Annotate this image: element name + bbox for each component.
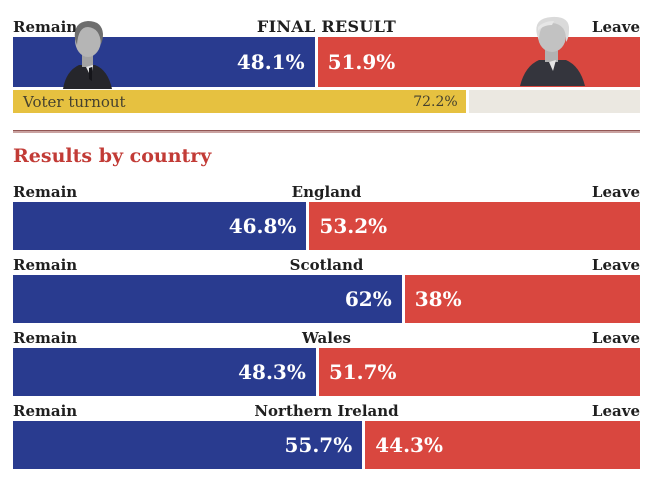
final-result-remain-segment: 48.1%: [13, 37, 315, 87]
final-result-leave-value: 51.9%: [327, 50, 396, 74]
section-divider: [13, 130, 640, 133]
final-result-header: Remain FINAL RESULT Leave: [13, 17, 640, 37]
voter-turnout-fill: Voter turnout 72.2%: [13, 90, 466, 113]
remain-value: 62%: [344, 287, 392, 311]
final-result-title: FINAL RESULT: [256, 17, 397, 36]
remain-value: 55.7%: [284, 433, 353, 457]
final-result-remain-value: 48.1%: [236, 50, 305, 74]
country-header: Remain Scotland Leave: [13, 257, 640, 274]
leave-segment: 38%: [404, 275, 640, 323]
country-row-wales: Remain Wales Leave 48.3% 51.7%: [13, 330, 640, 396]
results-by-country-heading: Results by country: [13, 145, 212, 167]
country-row-scotland: Remain Scotland Leave 62% 38%: [13, 257, 640, 323]
leave-value: 51.7%: [328, 360, 397, 384]
leave-segment: 44.3%: [365, 421, 640, 469]
remain-label: Remain: [13, 183, 78, 201]
leave-segment: 53.2%: [309, 202, 640, 250]
remain-segment: 48.3%: [13, 348, 316, 396]
remain-label: Remain: [13, 329, 78, 347]
remain-segment: 46.8%: [13, 202, 307, 250]
country-bar: 46.8% 53.2%: [13, 202, 640, 250]
voter-turnout-bar: Voter turnout 72.2%: [13, 90, 640, 113]
remain-label: Remain: [13, 18, 78, 36]
remain-label: Remain: [13, 402, 78, 420]
country-header: Remain Wales Leave: [13, 330, 640, 347]
leave-label: Leave: [591, 183, 640, 201]
country-bar: 48.3% 51.7%: [13, 348, 640, 396]
country-name: England: [291, 183, 362, 201]
voter-turnout-remainder: [468, 90, 640, 113]
country-name: Wales: [302, 329, 351, 347]
remain-value: 46.8%: [228, 214, 297, 238]
leave-label: Leave: [591, 402, 640, 420]
country-row-england: Remain England Leave 46.8% 53.2%: [13, 184, 640, 250]
final-result-bar: 48.1% 51.9%: [13, 37, 640, 87]
country-row-northern-ireland: Remain Northern Ireland Leave 55.7% 44.3…: [13, 403, 640, 469]
country-bar: 62% 38%: [13, 275, 640, 323]
final-result-leave-segment: 51.9%: [317, 37, 640, 87]
remain-segment: 55.7%: [13, 421, 363, 469]
leave-value: 38%: [414, 287, 462, 311]
country-name: Scotland: [289, 256, 364, 274]
leave-value: 44.3%: [375, 433, 443, 457]
country-header: Remain Northern Ireland Leave: [13, 403, 640, 420]
remain-segment: 62%: [13, 275, 402, 323]
country-name: Northern Ireland: [254, 402, 399, 420]
voter-turnout-value: 72.2%: [413, 93, 458, 110]
leave-segment: 51.7%: [318, 348, 640, 396]
remain-label: Remain: [13, 256, 78, 274]
leave-label: Leave: [591, 256, 640, 274]
leave-value: 53.2%: [319, 214, 388, 238]
voter-turnout-label: Voter turnout: [23, 92, 126, 111]
leave-label: Leave: [591, 18, 640, 36]
remain-value: 48.3%: [238, 360, 306, 384]
country-header: Remain England Leave: [13, 184, 640, 201]
leave-label: Leave: [591, 329, 640, 347]
country-bar: 55.7% 44.3%: [13, 421, 640, 469]
